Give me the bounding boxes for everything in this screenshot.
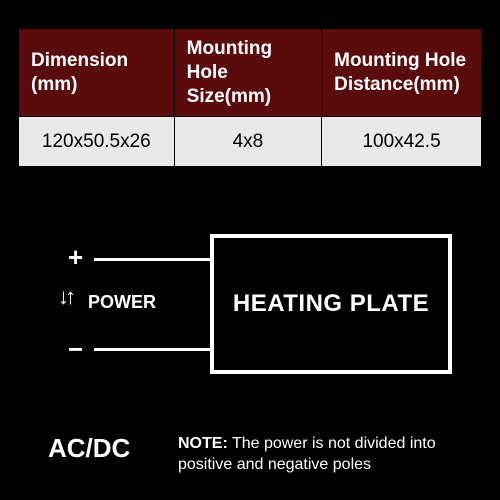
- col-hole-size: Mounting Hole Size(mm): [174, 29, 321, 117]
- power-label: POWER: [88, 292, 156, 313]
- cell-hole-distance: 100x42.5: [322, 117, 482, 167]
- plus-sign: +: [68, 242, 83, 273]
- col-hole-distance: Mounting Hole Distance(mm): [322, 29, 482, 117]
- acdc-label: AC/DC: [48, 433, 130, 464]
- heating-plate-label: HEATING PLATE: [233, 290, 429, 318]
- table-header-row: Dimension (mm) Mounting Hole Size(mm) Mo…: [19, 29, 482, 117]
- wire-positive: [94, 258, 210, 261]
- bidirectional-arrow-icon: ↓↑: [58, 286, 72, 308]
- cell-hole-size: 4x8: [174, 117, 321, 167]
- col-dimension: Dimension (mm): [19, 29, 175, 117]
- spec-table: Dimension (mm) Mounting Hole Size(mm) Mo…: [18, 28, 482, 167]
- cell-dimension: 120x50.5x26: [19, 117, 175, 167]
- note-lead: NOTE:: [178, 435, 228, 452]
- wiring-diagram: + − ↓↑ POWER HEATING PLATE: [40, 210, 460, 390]
- wire-negative: [94, 348, 210, 351]
- note-text: NOTE: The power is not divided into posi…: [178, 433, 478, 476]
- heating-plate-box: HEATING PLATE: [210, 234, 452, 374]
- table-row: 120x50.5x26 4x8 100x42.5: [19, 117, 482, 167]
- minus-sign: −: [68, 334, 83, 365]
